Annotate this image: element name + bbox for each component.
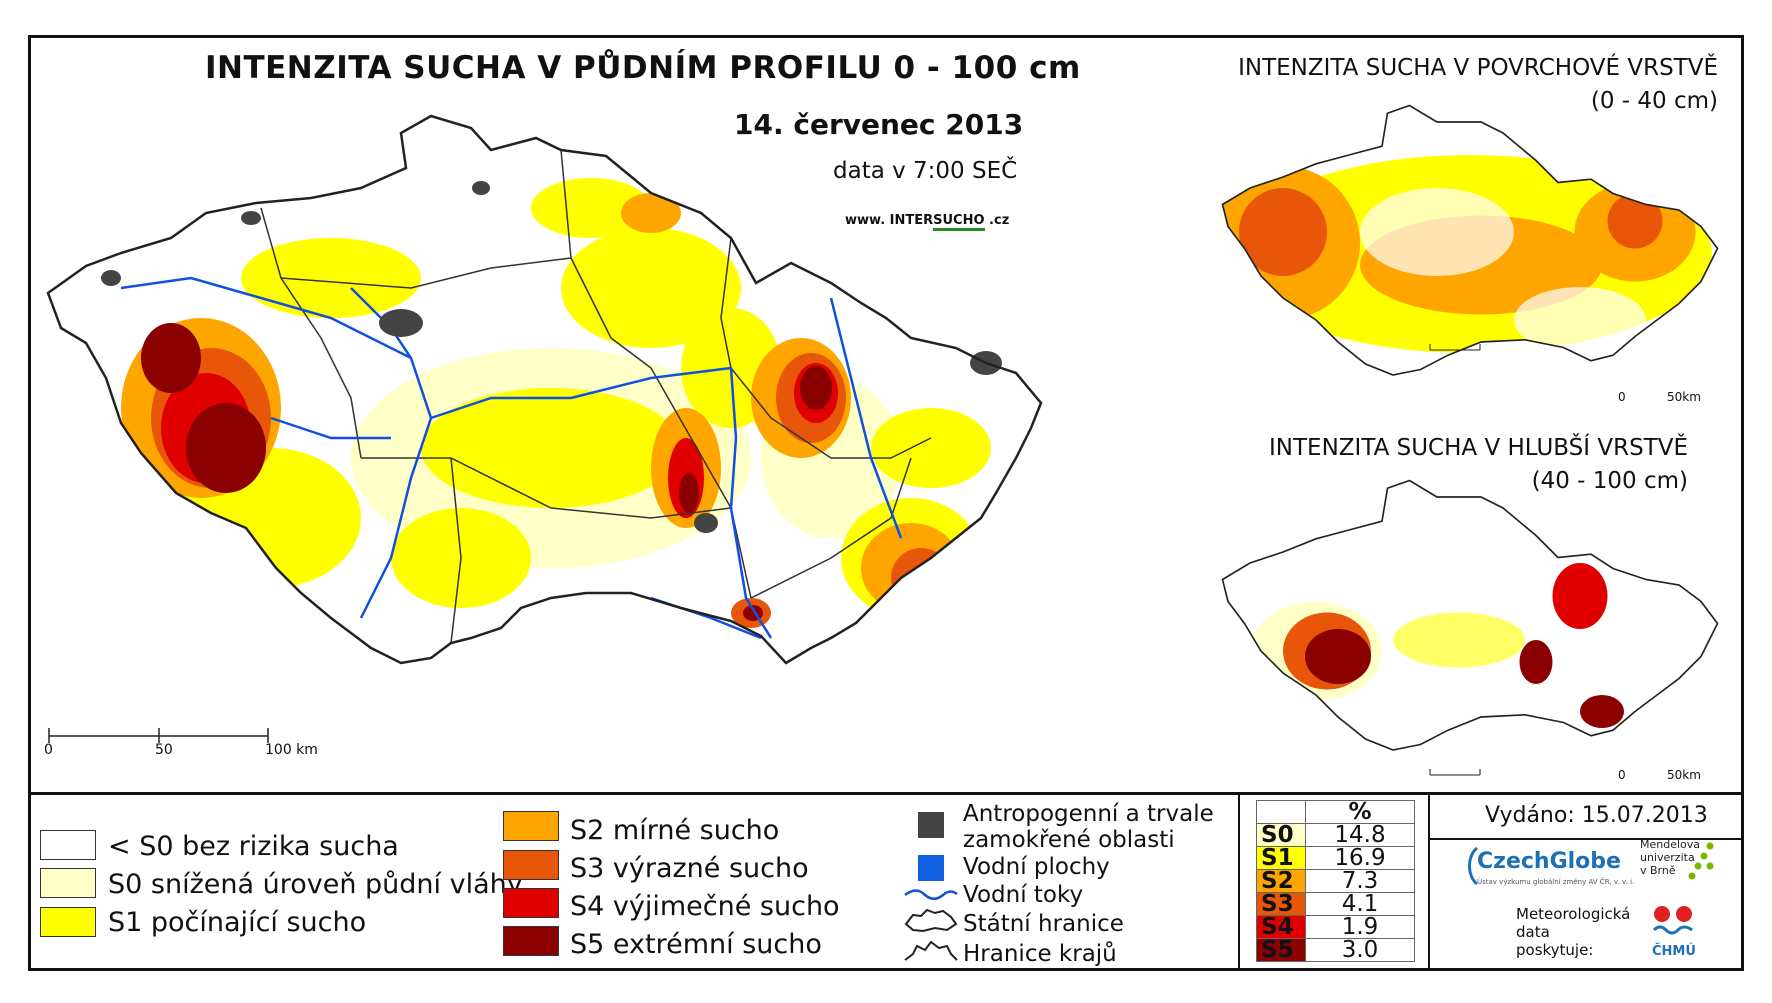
mendel-line-1: Mendelova <box>1640 838 1701 851</box>
legend-label-s4: S4 výjimečné sucho <box>570 891 840 922</box>
legend-swatch-s4 <box>503 888 559 918</box>
stats-left-separator <box>1238 795 1240 971</box>
stats-class: S4 <box>1256 915 1306 939</box>
stats-row: S5 3.0 <box>1256 938 1415 962</box>
legend-label-s3: S3 výrazné sucho <box>570 853 809 884</box>
legend-divider <box>28 792 1744 795</box>
legend-label-s2: S2 mírné sucho <box>570 815 780 846</box>
inset-top-title: INTENZITA SUCHA V POVRCHOVÉ VRSTVĚ <box>1238 55 1718 81</box>
date-title: 14. červenec 2013 <box>734 108 1024 141</box>
legend-swatch-s3 <box>503 850 559 880</box>
region-border-icon <box>904 940 958 961</box>
stats-right-separator <box>1428 795 1430 971</box>
inset-bottom-scale-0: 0 <box>1618 768 1626 782</box>
water-body-swatch <box>918 855 944 881</box>
stats-row: S1 16.9 <box>1256 846 1415 870</box>
legend-label-no-risk: < S0 bez rizika sucha <box>108 831 399 862</box>
legend-anthropogenic-2: zamokřené oblasti <box>963 827 1175 853</box>
inset-top-subtitle: (0 - 40 cm) <box>1590 88 1718 114</box>
data-time: data v 7:00 SEČ <box>833 158 1018 184</box>
scale-label-0: 0 <box>44 742 53 758</box>
inset-bottom-scale-50: 50km <box>1667 768 1701 782</box>
stats-value: 1.9 <box>1305 915 1415 939</box>
mendel-line-3: v Brně <box>1640 864 1676 877</box>
url-highlight: SUCHO <box>933 213 985 231</box>
chmu-label: ČHMÚ <box>1652 944 1696 959</box>
anthropogenic-swatch <box>918 812 944 838</box>
url-prefix: www. INTER <box>845 213 934 228</box>
inset-top-scale-0: 0 <box>1618 390 1626 404</box>
stats-class: S5 <box>1256 938 1306 962</box>
issued-date: Vydáno: 15.07.2013 <box>1485 803 1708 828</box>
intersucho-url[interactable]: www. INTERSUCHO .cz <box>845 213 1010 231</box>
state-border <box>46 114 1043 665</box>
stats-header-percent: % <box>1305 800 1415 824</box>
stats-value: 3.0 <box>1305 938 1415 962</box>
meteo-line-2: data <box>1516 923 1550 941</box>
legend-state-border: Státní hranice <box>963 911 1124 937</box>
stats-class: S3 <box>1256 892 1306 916</box>
river-icon <box>904 889 958 900</box>
scale-label-50: 50 <box>155 742 173 758</box>
state-border-icon <box>904 908 958 933</box>
urban-areas <box>101 181 1002 533</box>
inset-bottom-map <box>1221 479 1719 776</box>
main-title: INTENZITA SUCHA V PŮDNÍM PROFILU 0 - 100… <box>205 50 1081 86</box>
main-scale-bar <box>48 728 269 743</box>
legend-region-border: Hranice krajů <box>963 941 1117 967</box>
legend-swatch-s1 <box>40 907 96 937</box>
scale-label-100: 100 km <box>265 742 318 758</box>
czechglobe-logo: CzechGlobe <box>1477 849 1621 874</box>
mendel-dots-icon <box>1688 842 1714 880</box>
main-map <box>46 114 1043 743</box>
inset-top-scale-50: 50km <box>1667 390 1701 404</box>
legend-label-s5: S5 extrémní sucho <box>570 929 822 960</box>
czechglobe-swoosh-icon <box>1468 846 1479 886</box>
stats-value: 4.1 <box>1305 892 1415 916</box>
inset-bottom-title: INTENZITA SUCHA V HLUBŠÍ VRSTVĚ <box>1269 435 1688 461</box>
legend-rivers: Vodní toky <box>963 882 1084 908</box>
stats-value: 14.8 <box>1305 823 1415 847</box>
stats-row: S2 7.3 <box>1256 869 1415 893</box>
stats-class: S1 <box>1256 846 1306 870</box>
chmu-logo-icon <box>1652 906 1693 935</box>
drought-stats-table: % S0 14.8 S1 16.9 S2 7.3 S3 4.1 S4 1.9 S… <box>1256 800 1415 962</box>
meteo-line-1: Meteorologická <box>1516 905 1631 923</box>
stats-header-blank <box>1256 800 1306 824</box>
stats-row: S4 1.9 <box>1256 915 1415 939</box>
meteo-data-text: Meteorologická data poskytuje: <box>1516 905 1630 959</box>
issued-divider <box>1430 838 1742 840</box>
stats-row: S3 4.1 <box>1256 892 1415 916</box>
legend-label-s1: S1 počínající sucho <box>108 907 367 938</box>
legend-water-bodies: Vodní plochy <box>963 854 1110 880</box>
stats-class: S2 <box>1256 869 1306 893</box>
czechglobe-subtitle: Ústav výzkumu globální změny AV ČR, v. v… <box>1477 878 1635 886</box>
legend-swatch-s2 <box>503 811 559 841</box>
stats-row: S0 14.8 <box>1256 823 1415 847</box>
stats-value: 16.9 <box>1305 846 1415 870</box>
stats-class: S0 <box>1256 823 1306 847</box>
legend-label-s0: S0 snížená úroveň půdní vláhy <box>108 869 523 900</box>
legend-anthropogenic-1: Antropogenní a trvale <box>963 801 1214 827</box>
inset-bottom-subtitle: (40 - 100 cm) <box>1531 468 1688 494</box>
stats-header-row: % <box>1256 800 1415 824</box>
mendel-university-text: Mendelova univerzita v Brně <box>1640 838 1700 877</box>
legend-swatch-s0 <box>40 868 96 898</box>
stats-value: 7.3 <box>1305 869 1415 893</box>
legend-swatch-s5 <box>503 926 559 956</box>
inset-top-map <box>1221 104 1719 376</box>
mendel-line-2: univerzita <box>1640 851 1695 864</box>
meteo-line-3: poskytuje: <box>1516 941 1594 959</box>
url-suffix: .cz <box>984 213 1010 228</box>
region-borders <box>260 149 932 644</box>
legend-swatch-no-risk <box>40 830 96 860</box>
